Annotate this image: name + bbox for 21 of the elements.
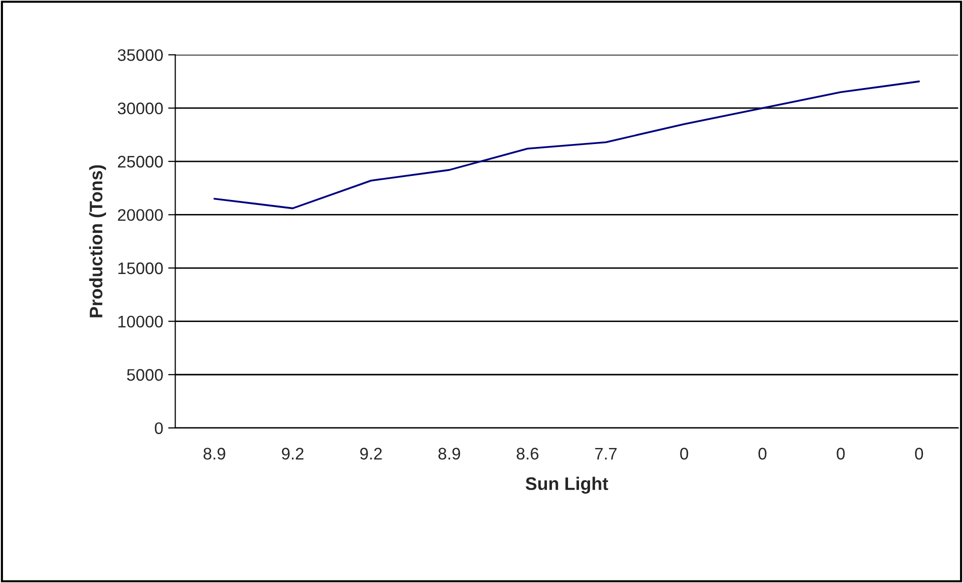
x-tick-label: 8.6 (516, 448, 538, 460)
y-tick-label: 25000 (118, 156, 163, 168)
x-tick-label: 9.2 (360, 448, 382, 460)
y-tick-label: 15000 (118, 262, 163, 274)
x-tick-label: 8.9 (204, 448, 226, 460)
x-tick-label: 0 (915, 448, 924, 460)
x-tick-label: 0 (836, 448, 845, 460)
y-tick-label: 5000 (127, 369, 163, 381)
line-series (214, 80, 920, 210)
x-axis-title: Sun Light (526, 476, 608, 494)
x-tick-label: 0 (758, 448, 766, 460)
x-tick-label: 9.2 (282, 448, 304, 460)
x-tick-label: 7.7 (595, 448, 617, 460)
y-tick-label: 35000 (118, 49, 163, 62)
y-tick-label: 10000 (118, 316, 163, 328)
y-axis-title: Production (Tons) (89, 165, 106, 318)
y-tick-label: 0 (154, 422, 163, 434)
x-tick-label: 8.9 (438, 448, 460, 460)
y-tick-label: 30000 (118, 102, 163, 114)
x-tick-label: 0 (680, 448, 688, 460)
y-tick-label: 20000 (118, 209, 163, 221)
